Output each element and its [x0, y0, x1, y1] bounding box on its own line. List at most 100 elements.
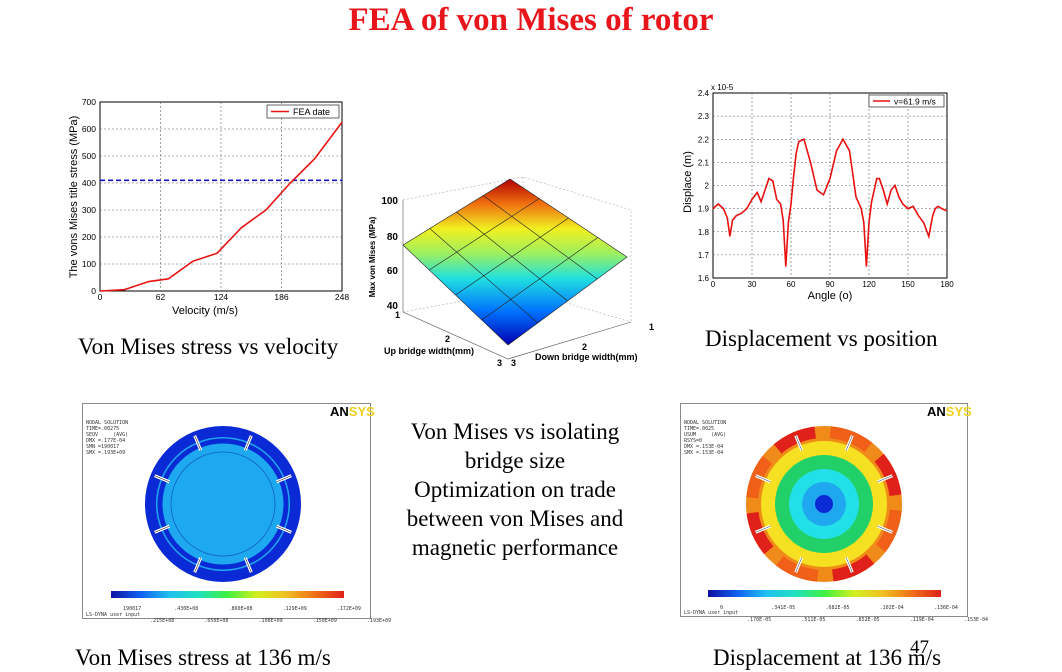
hot-spot	[832, 554, 875, 582]
y-tick: 2	[582, 342, 587, 352]
mesh-line	[455, 217, 569, 296]
rotor-slot-edge	[877, 475, 893, 483]
y-tick-label: 400	[82, 178, 96, 188]
x-tick-label: 120	[862, 280, 876, 289]
y-tick: 3	[511, 358, 516, 368]
chart-legend: v=61.9 m/s	[868, 94, 945, 108]
caption-stress-at-136: Von Mises stress at 136 m/s	[75, 645, 331, 670]
y-tick-label: 2.4	[698, 89, 710, 98]
series-line	[99, 121, 343, 292]
y-tick: 1	[649, 322, 654, 332]
rotor-slot-edge	[845, 557, 853, 573]
stress-color-legend	[111, 591, 344, 598]
rotor-slot-edge	[194, 435, 202, 451]
rotor-slot-edge	[154, 525, 170, 533]
ansys-stress-panel: NODAL SOLUTION TIME=.00275 SEQV (AVG) DMX =…	[82, 403, 391, 624]
rotor-slot-edge	[755, 525, 771, 533]
hot-spot	[874, 453, 902, 496]
y-axis-label: The vons Mises title stress (MPa)	[68, 116, 80, 279]
hot-spot	[746, 512, 774, 555]
rotor-slot-edge	[795, 435, 803, 451]
x-tick-label: 180	[940, 280, 954, 289]
x-tick: 2	[445, 334, 450, 344]
ansys-header: NODAL SOLUTION TIME=.0025 USUM (AVG) RSYS=0…	[684, 420, 727, 456]
ansys-logo: ANSYS	[927, 404, 972, 419]
page-number: 47	[910, 637, 929, 658]
ansys-logo: ANSYS	[330, 404, 375, 419]
y-tick-label: 1.9	[698, 205, 710, 214]
x-tick: 3	[497, 358, 502, 368]
note-line: between von Mises and	[406, 506, 624, 531]
rotor-slot-edge	[845, 435, 853, 451]
rotor-slot-edge	[276, 475, 292, 483]
y-tick-label: 200	[82, 232, 96, 242]
displacement-legend-labels: 0 .341E-05 .682E-05 .102E-04 .136E-04 .1…	[720, 605, 989, 623]
y-tick-label: 700	[82, 97, 96, 107]
rotor-slot-edge	[276, 525, 292, 533]
stress-velocity-chart: 0 62 124 186 248 0 100 200 300 400 500 600 700 FEA d…	[68, 97, 349, 317]
x-tick-label: 186	[274, 292, 288, 302]
x-tick-label: 90	[826, 280, 835, 289]
y-multiplier: x 10-5	[711, 83, 734, 92]
chart-legend: FEA date	[266, 104, 340, 119]
displacement-color-legend	[708, 590, 941, 597]
mesh-line	[483, 195, 598, 280]
rotor-slot-edge	[154, 475, 170, 483]
z-tick: 100	[381, 196, 398, 207]
rotor-slot-edge	[244, 435, 252, 451]
x-axis-label: Velocity (m/s)	[172, 305, 238, 317]
z-tick: 60	[387, 266, 399, 277]
stress-contour-plot	[145, 426, 301, 582]
legend-label: FEA date	[293, 107, 330, 117]
x-tick-label: 248	[335, 292, 349, 302]
note-line: Optimization on trade	[414, 477, 616, 502]
rotor-slot-edge	[244, 557, 252, 573]
x-axis-label: Up bridge width(mm)	[384, 346, 474, 356]
y-tick-label: 300	[82, 205, 96, 215]
ansys-footer: LS-DYNA user input	[684, 610, 739, 616]
x-axis-label: Angle (o)	[808, 290, 853, 302]
mesh-line	[481, 237, 598, 321]
x-tick-label: 150	[901, 280, 915, 289]
rotor-slot-edge	[194, 557, 202, 573]
caption-displacement-vs-position: Displacement vs position	[705, 326, 938, 351]
y-tick-label: 500	[82, 151, 96, 161]
rotor-slot-edge	[795, 557, 803, 573]
caption-stress-vs-velocity: Von Mises stress vs velocity	[78, 334, 339, 359]
y-tick-label: 2.1	[698, 158, 710, 167]
ansys-displacement-panel: NODAL SOLUTION TIME=.0025 USUM (AVG) RSYS=0…	[680, 403, 988, 623]
y-tick-label: 0	[91, 286, 96, 296]
x-tick-label: 62	[156, 292, 166, 302]
bridge-size-notes: Von Mises vs isolating bridge size Optim…	[380, 417, 650, 562]
slide-title: FEA of von Mises of rotor	[348, 2, 714, 38]
z-tick: 80	[387, 232, 399, 243]
legend-label: v=61.9 m/s	[894, 97, 936, 107]
ansys-footer: LS-DYNA user input	[86, 612, 141, 618]
y-tick-label: 100	[82, 259, 96, 269]
y-tick-label: 1.6	[698, 274, 710, 283]
y-tick-label: 1.7	[698, 251, 710, 260]
y-tick-label: 1.8	[698, 228, 710, 237]
caption-displacement-at-136: Displacement at 136 m/s	[713, 645, 942, 670]
x-tick-label: 30	[748, 280, 757, 289]
z-tick: 40	[387, 301, 399, 312]
bridge-size-surface-chart: 100 80 60 40 Max von Mises (MPa) 1 2 3 3…	[368, 176, 654, 368]
surface-mesh	[402, 178, 628, 346]
stress-legend-labels: 190017 .430E+08 .860E+08 .129E+09 .172E+…	[123, 606, 392, 624]
note-line: bridge size	[464, 448, 566, 473]
x-tick-label: 60	[787, 280, 796, 289]
ansys-header: NODAL SOLUTION TIME=.00275 SEQV (AVG) DMX =…	[86, 420, 129, 456]
rotor-slot-edge	[877, 525, 893, 533]
legend-box	[868, 94, 945, 108]
note-line: Von Mises vs isolating	[410, 419, 620, 444]
x-tick-label: 124	[214, 292, 228, 302]
y-axis-label: Displace (m)	[682, 151, 694, 213]
y-axis-label: Down bridge width(mm)	[535, 352, 638, 362]
y-tick-label: 2.2	[698, 135, 710, 144]
x-tick-label: 0	[711, 280, 716, 289]
y-tick-label: 2.3	[698, 112, 710, 121]
hot-spot	[773, 426, 816, 454]
displacement-position-chart: 0 30 60 90 120 150 180 1.6 1.7 1.8 1.9 2 2.1 2.2 2.3 2.…	[682, 83, 954, 302]
x-tick-label: 0	[98, 292, 103, 302]
z-axis-label: Max von Mises (MPa)	[368, 216, 377, 297]
